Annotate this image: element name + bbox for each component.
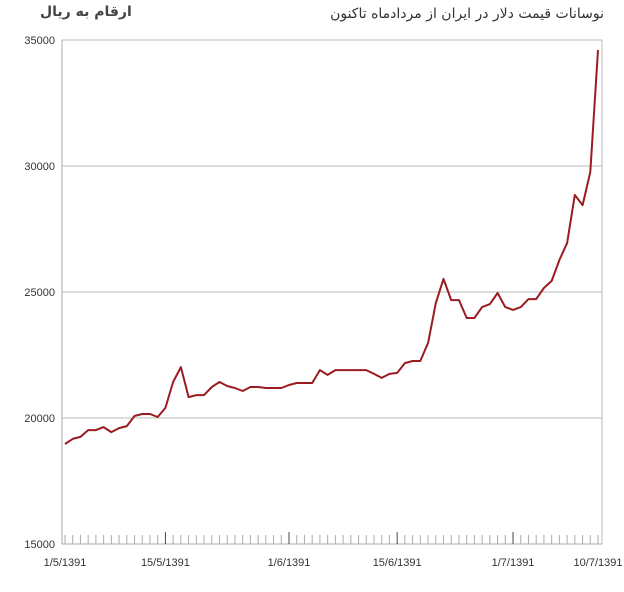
y-tick-label: 35000 (24, 35, 55, 47)
x-tick-label: 1/6/1391 (268, 557, 311, 569)
price-line (64, 50, 599, 445)
y-tick-label: 25000 (24, 287, 55, 299)
x-tick-label: 1/7/1391 (492, 557, 535, 569)
y-tick-label: 20000 (24, 413, 55, 425)
y-tick-label: 30000 (24, 161, 55, 173)
x-tick-label: 1/5/1391 (44, 557, 87, 569)
x-tick-label: 15/6/1391 (373, 557, 422, 569)
chart-title: نوسانات قیمت دلار در ایران از مردادماه ت… (330, 6, 604, 22)
x-tick-label: 15/5/1391 (141, 557, 190, 569)
unit-label: ارقام به ریال (40, 4, 132, 20)
x-tick-label: 10/7/1391 (574, 557, 623, 569)
y-tick-label: 15000 (24, 539, 55, 551)
